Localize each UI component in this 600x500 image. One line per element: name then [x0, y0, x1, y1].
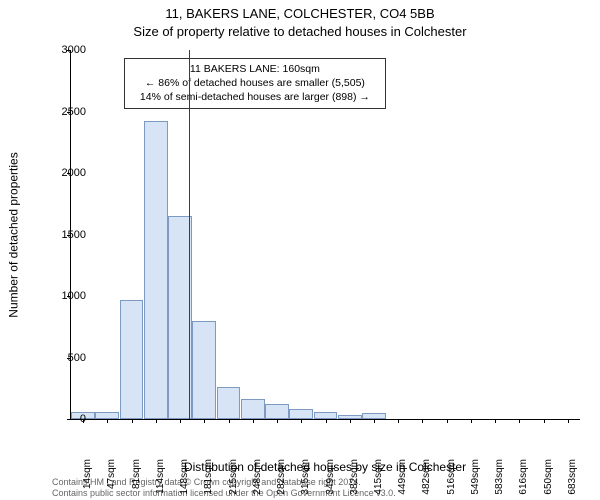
chart-title-line1: 11, BAKERS LANE, COLCHESTER, CO4 5BB	[0, 6, 600, 21]
x-tick-label: 349sqm	[325, 459, 336, 500]
plot-area: 11 BAKERS LANE: 160sqm ← 86% of detached…	[70, 50, 580, 420]
x-tick-mark	[374, 419, 375, 423]
annotation-box: 11 BAKERS LANE: 160sqm ← 86% of detached…	[124, 58, 386, 109]
histogram-bar	[217, 387, 241, 419]
x-tick-mark	[156, 419, 157, 423]
y-tick-label: 3000	[46, 44, 86, 56]
x-tick-label: 583sqm	[494, 459, 505, 500]
histogram-bar	[144, 121, 168, 419]
y-tick-label: 1500	[46, 229, 86, 241]
x-tick-mark	[132, 419, 133, 423]
y-tick-label: 1000	[46, 290, 86, 302]
histogram-bar	[265, 404, 289, 419]
reference-line	[189, 50, 191, 419]
x-tick-mark	[447, 419, 448, 423]
histogram-bar	[289, 409, 313, 419]
x-tick-label: 81sqm	[131, 459, 142, 500]
x-tick-mark	[568, 419, 569, 423]
x-tick-label: 650sqm	[543, 459, 554, 500]
x-tick-mark	[277, 419, 278, 423]
x-tick-mark	[398, 419, 399, 423]
footer-line1: Contains HM Land Registry data © Crown c…	[52, 477, 396, 487]
x-tick-mark	[204, 419, 205, 423]
x-tick-mark	[253, 419, 254, 423]
x-tick-label: 114sqm	[155, 459, 166, 500]
x-tick-label: 47sqm	[106, 459, 117, 500]
histogram-bar	[314, 412, 338, 419]
histogram-bar	[120, 300, 144, 419]
x-tick-mark	[471, 419, 472, 423]
x-tick-label: 215sqm	[228, 459, 239, 500]
x-tick-label: 482sqm	[421, 459, 432, 500]
x-tick-label: 148sqm	[179, 459, 190, 500]
y-tick-label: 2500	[46, 106, 86, 118]
y-axis-label: Number of detached properties	[6, 50, 22, 420]
x-tick-label: 616sqm	[518, 459, 529, 500]
histogram-bar	[241, 399, 265, 419]
x-tick-mark	[107, 419, 108, 423]
x-tick-mark	[229, 419, 230, 423]
x-tick-mark	[180, 419, 181, 423]
histogram-bar	[192, 321, 216, 419]
chart-title-line2: Size of property relative to detached ho…	[0, 24, 600, 39]
x-tick-label: 315sqm	[300, 459, 311, 500]
x-tick-label: 683sqm	[567, 459, 578, 500]
x-tick-mark	[350, 419, 351, 423]
x-tick-label: 449sqm	[397, 459, 408, 500]
x-tick-label: 516sqm	[446, 459, 457, 500]
x-tick-mark	[519, 419, 520, 423]
x-tick-mark	[495, 419, 496, 423]
y-tick-label: 500	[46, 352, 86, 364]
x-tick-label: 181sqm	[203, 459, 214, 500]
x-tick-label: 282sqm	[276, 459, 287, 500]
y-tick-label: 0	[46, 413, 86, 425]
annotation-line1: 11 BAKERS LANE: 160sqm	[131, 62, 379, 76]
y-tick-label: 2000	[46, 167, 86, 179]
x-tick-label: 415sqm	[373, 459, 384, 500]
annotation-line3: 14% of semi-detached houses are larger (…	[131, 90, 379, 104]
x-tick-label: 14sqm	[82, 459, 93, 500]
x-tick-label: 382sqm	[349, 459, 360, 500]
x-tick-mark	[326, 419, 327, 423]
x-tick-mark	[544, 419, 545, 423]
chart-container: 11, BAKERS LANE, COLCHESTER, CO4 5BB Siz…	[0, 0, 600, 500]
footer-line2: Contains public sector information licen…	[52, 488, 396, 498]
x-tick-mark	[422, 419, 423, 423]
x-tick-mark	[301, 419, 302, 423]
x-tick-label: 248sqm	[252, 459, 263, 500]
annotation-line2: ← 86% of detached houses are smaller (5,…	[131, 76, 379, 90]
footer-attribution: Contains HM Land Registry data © Crown c…	[52, 477, 396, 498]
x-tick-label: 549sqm	[470, 459, 481, 500]
histogram-bar	[95, 412, 119, 419]
